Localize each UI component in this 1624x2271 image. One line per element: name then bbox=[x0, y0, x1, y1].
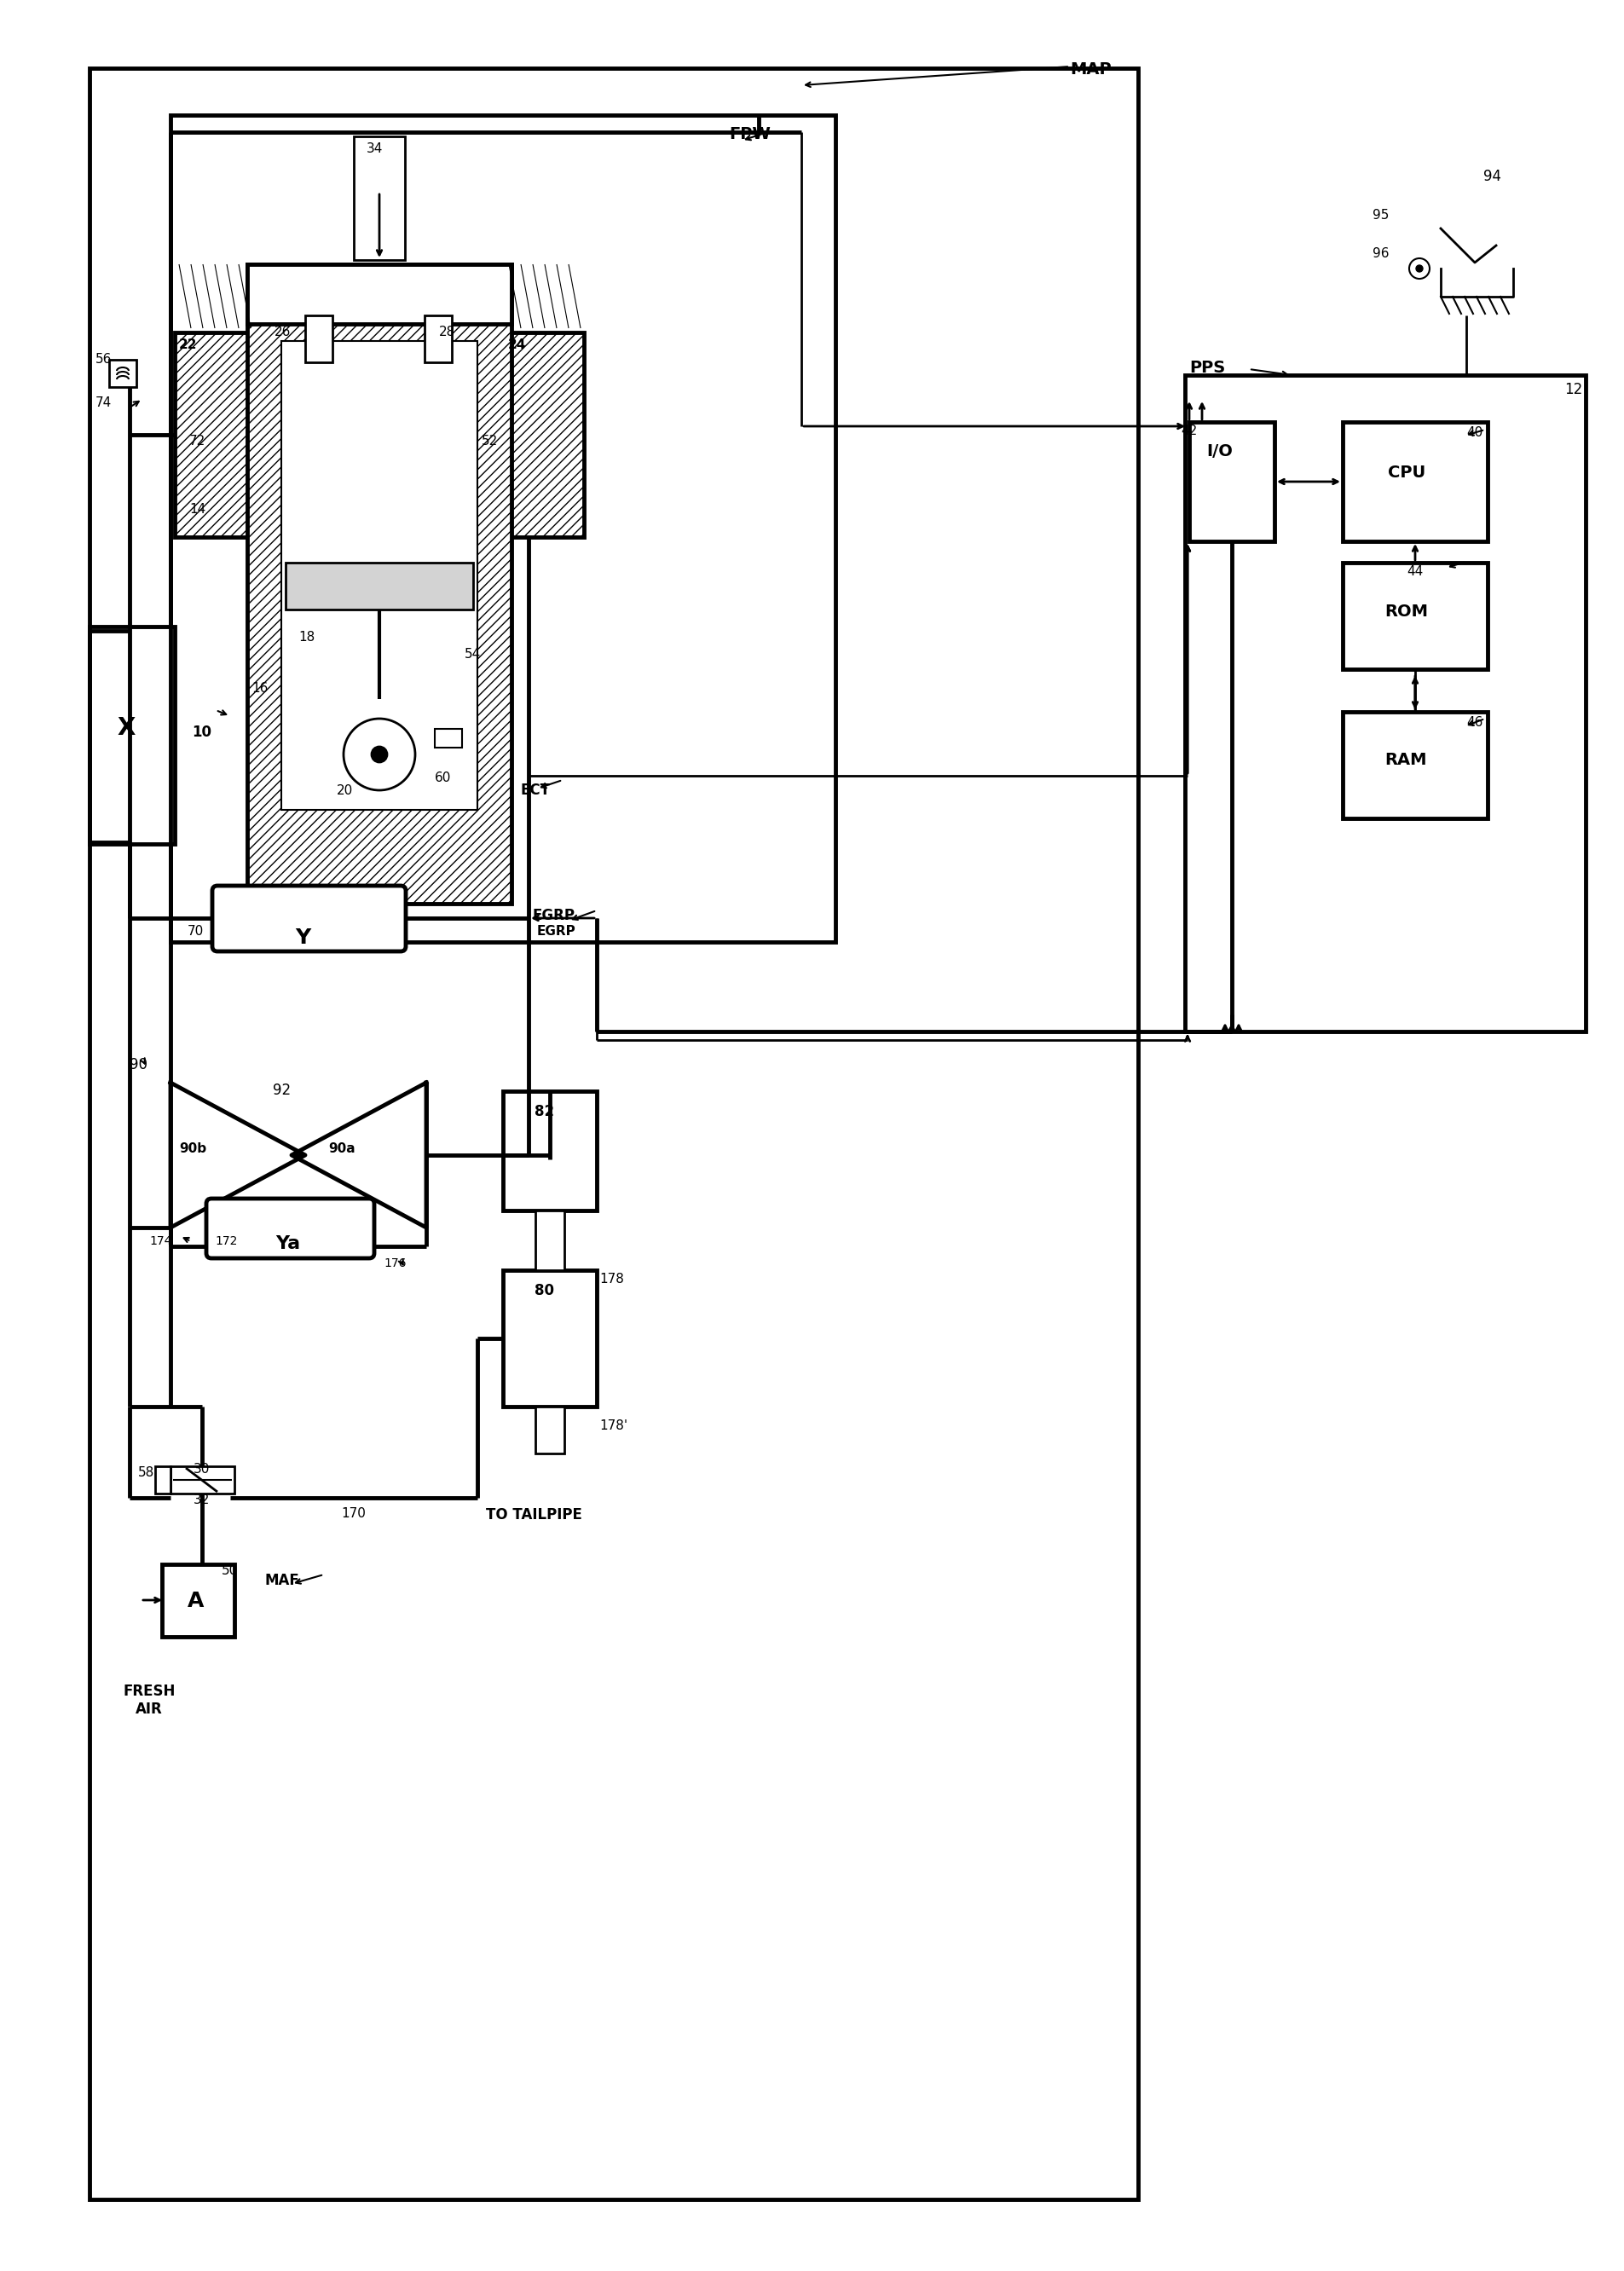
Text: ROM: ROM bbox=[1384, 604, 1427, 620]
Text: 42: 42 bbox=[1181, 425, 1197, 438]
Bar bbox=[503, 1269, 596, 1406]
Bar bbox=[89, 627, 175, 845]
Text: 176: 176 bbox=[383, 1258, 406, 1269]
Text: 95: 95 bbox=[1372, 209, 1389, 223]
Bar bbox=[503, 1090, 596, 1210]
Bar bbox=[89, 68, 1138, 2198]
Text: 170: 170 bbox=[341, 1508, 365, 1519]
Bar bbox=[247, 263, 512, 904]
Bar bbox=[536, 1406, 565, 1453]
Text: 56: 56 bbox=[96, 352, 112, 366]
Text: 20: 20 bbox=[336, 783, 352, 797]
Bar bbox=[247, 263, 512, 325]
Circle shape bbox=[344, 718, 416, 790]
Text: X: X bbox=[117, 715, 135, 740]
Text: RAM: RAM bbox=[1384, 752, 1426, 768]
Text: Y: Y bbox=[296, 927, 310, 947]
Text: 16: 16 bbox=[252, 681, 268, 695]
Text: 10: 10 bbox=[192, 724, 211, 740]
Bar bbox=[1343, 711, 1488, 818]
Bar bbox=[1343, 422, 1488, 540]
Text: Ya: Ya bbox=[276, 1235, 300, 1251]
Text: CPU: CPU bbox=[1389, 466, 1426, 481]
Text: FRESH
AIR: FRESH AIR bbox=[123, 1683, 175, 1717]
Bar bbox=[424, 316, 451, 363]
Text: 82: 82 bbox=[534, 1104, 554, 1120]
Text: 52: 52 bbox=[482, 434, 499, 447]
Text: 26: 26 bbox=[274, 325, 291, 338]
Bar bbox=[156, 1467, 171, 1494]
FancyBboxPatch shape bbox=[206, 1199, 374, 1258]
Text: 60: 60 bbox=[435, 772, 451, 783]
Text: 70: 70 bbox=[187, 924, 205, 938]
Bar bbox=[1189, 422, 1275, 540]
Text: EGRP: EGRP bbox=[533, 908, 575, 924]
Text: 24: 24 bbox=[508, 338, 526, 352]
Bar bbox=[286, 563, 473, 609]
Text: ECT: ECT bbox=[520, 783, 551, 797]
Text: EGRP: EGRP bbox=[538, 924, 577, 938]
Text: 90a: 90a bbox=[328, 1142, 356, 1156]
Text: 32: 32 bbox=[193, 1494, 209, 1506]
Circle shape bbox=[1416, 266, 1423, 273]
Text: MAP: MAP bbox=[1070, 61, 1111, 77]
Bar bbox=[171, 1467, 234, 1494]
Bar bbox=[171, 116, 835, 942]
Text: 46: 46 bbox=[1466, 715, 1483, 729]
Bar bbox=[435, 729, 463, 747]
Text: 178': 178' bbox=[599, 1419, 627, 1433]
Text: 80: 80 bbox=[534, 1283, 554, 1299]
Text: 172: 172 bbox=[214, 1235, 237, 1247]
Text: TO TAILPIPE: TO TAILPIPE bbox=[486, 1508, 581, 1522]
Text: 34: 34 bbox=[367, 143, 383, 154]
Text: MAF: MAF bbox=[265, 1574, 299, 1587]
Bar bbox=[354, 136, 404, 259]
Text: 72: 72 bbox=[190, 434, 206, 447]
Text: FPW: FPW bbox=[729, 127, 770, 143]
Text: 94: 94 bbox=[1483, 168, 1501, 184]
Bar bbox=[281, 341, 477, 811]
Bar bbox=[305, 316, 333, 363]
Text: 30: 30 bbox=[193, 1463, 209, 1476]
Bar bbox=[1186, 375, 1585, 1031]
Circle shape bbox=[1410, 259, 1429, 279]
Text: 74: 74 bbox=[96, 397, 112, 409]
Bar bbox=[162, 1565, 234, 1637]
Text: 22: 22 bbox=[179, 338, 198, 352]
Text: 54: 54 bbox=[464, 647, 481, 661]
Bar bbox=[175, 332, 255, 536]
Bar bbox=[109, 359, 136, 386]
Text: 18: 18 bbox=[299, 631, 315, 643]
Bar bbox=[1343, 563, 1488, 670]
Text: 90: 90 bbox=[130, 1056, 148, 1072]
Text: 58: 58 bbox=[138, 1467, 154, 1478]
Text: A: A bbox=[188, 1590, 205, 1610]
Text: 90b: 90b bbox=[179, 1142, 206, 1156]
Text: PPS: PPS bbox=[1189, 359, 1224, 377]
Text: 44: 44 bbox=[1406, 565, 1423, 579]
Text: 178: 178 bbox=[599, 1272, 624, 1285]
Text: 40: 40 bbox=[1466, 427, 1483, 438]
Text: 28: 28 bbox=[438, 325, 455, 338]
Text: 174: 174 bbox=[149, 1235, 172, 1247]
Text: 92: 92 bbox=[273, 1083, 291, 1097]
Text: 96: 96 bbox=[1372, 248, 1389, 259]
Text: I/O: I/O bbox=[1207, 443, 1233, 459]
Circle shape bbox=[372, 747, 387, 763]
FancyBboxPatch shape bbox=[213, 886, 406, 952]
Bar bbox=[503, 332, 585, 536]
Text: 50: 50 bbox=[221, 1565, 239, 1576]
Text: 12: 12 bbox=[1564, 382, 1582, 397]
Bar bbox=[536, 1210, 565, 1269]
Text: 14: 14 bbox=[190, 502, 206, 516]
